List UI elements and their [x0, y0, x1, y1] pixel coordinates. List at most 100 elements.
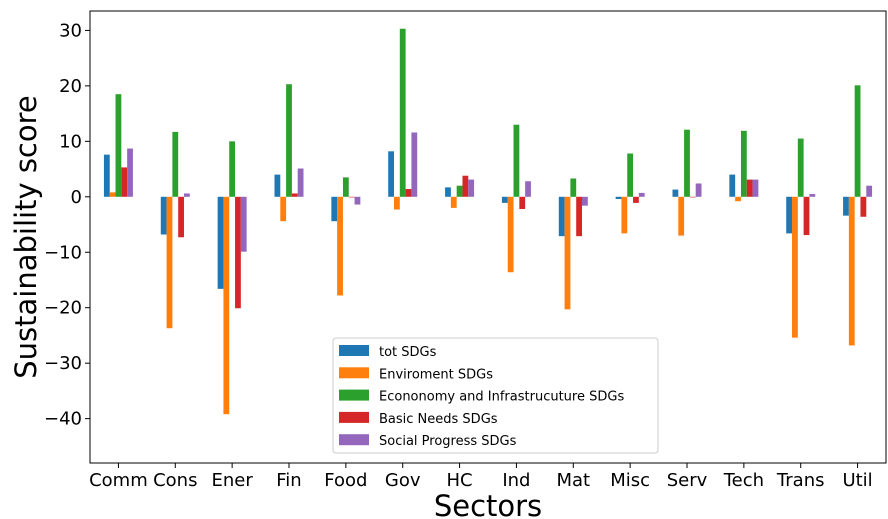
bar-serv-econonomy-and-infrastrucuture-sdgs [684, 129, 690, 197]
bar-misc-econonomy-and-infrastrucuture-sdgs [627, 153, 634, 197]
bar-ener-tot-sdgs [217, 196, 224, 289]
y-tick-label: −40 [44, 409, 82, 430]
bar-misc-basic-needs-sdgs [633, 196, 639, 203]
bar-misc-tot-sdgs [615, 196, 622, 200]
bar-serv-social-progress-sdgs [695, 183, 702, 197]
x-tick-label-trans: Trans [776, 470, 825, 491]
x-tick-label-serv: Serv [667, 470, 708, 491]
legend-swatch [339, 434, 369, 446]
y-tick-label: 20 [59, 76, 82, 97]
x-tick-label-ener: Ener [212, 470, 254, 491]
x-tick-label-food: Food [324, 470, 367, 491]
bar-util-enviroment-sdgs [848, 196, 855, 346]
bar-tech-enviroment-sdgs [735, 196, 741, 202]
bar-util-social-progress-sdgs [866, 185, 873, 197]
legend-swatch [339, 411, 369, 423]
bar-trans-enviroment-sdgs [792, 196, 798, 338]
bar-cons-tot-sdgs [160, 196, 167, 235]
bar-trans-basic-needs-sdgs [803, 196, 810, 236]
x-tick-label-mat: Mat [556, 470, 590, 491]
x-axis-ticks: Comm Cons Ener Fin Food Gov HC Ind Mat Misc Serv Te… [89, 463, 873, 491]
x-tick-label-misc: Misc [610, 470, 650, 491]
bar-util-tot-sdgs [843, 196, 849, 216]
y-tick-label: −10 [44, 242, 82, 263]
bars-layer [103, 28, 873, 415]
y-tick-label: 30 [59, 20, 82, 41]
bar-ind-econonomy-and-infrastrucuture-sdgs [513, 124, 520, 197]
bar-serv-tot-sdgs [672, 189, 679, 197]
bar-food-econonomy-and-infrastrucuture-sdgs [342, 177, 349, 197]
bar-tech-econonomy-and-infrastrucuture-sdgs [740, 130, 747, 197]
x-tick-label-cons: Cons [153, 470, 197, 491]
x-axis-title: Sectors [434, 489, 542, 519]
bar-fin-enviroment-sdgs [280, 196, 287, 222]
x-tick-label-comm: Comm [89, 470, 148, 491]
bar-util-econonomy-and-infrastrucuture-sdgs [854, 85, 861, 197]
bar-hc-enviroment-sdgs [450, 196, 457, 208]
bar-serv-enviroment-sdgs [678, 196, 685, 236]
y-tick-label: −20 [44, 298, 82, 319]
legend-label: Social Progress SDGs [379, 434, 517, 449]
y-tick-label: 0 [71, 187, 82, 208]
bar-fin-social-progress-sdgs [297, 168, 304, 197]
x-tick-label-gov: Gov [385, 470, 421, 491]
bar-gov-enviroment-sdgs [394, 196, 400, 210]
bar-food-basic-needs-sdgs [348, 196, 355, 198]
bar-ind-tot-sdgs [501, 196, 508, 203]
x-tick-label-hc: HC [447, 470, 473, 491]
bar-cons-enviroment-sdgs [166, 196, 173, 329]
x-tick-label-tech: Tech [723, 470, 764, 491]
bar-fin-econonomy-and-infrastrucuture-sdgs [286, 84, 292, 197]
bar-misc-enviroment-sdgs [621, 196, 628, 234]
bar-ener-social-progress-sdgs [240, 196, 247, 252]
bar-fin-tot-sdgs [274, 174, 281, 197]
bar-comm-enviroment-sdgs [109, 192, 116, 197]
x-tick-label-fin: Fin [276, 470, 301, 491]
bar-tech-social-progress-sdgs [752, 179, 759, 197]
bar-ener-econonomy-and-infrastrucuture-sdgs [229, 141, 236, 197]
bar-mat-enviroment-sdgs [564, 196, 571, 310]
plot-frame [89, 10, 887, 464]
legend-label: Econonomy and Infrastrucuture SDGs [379, 390, 624, 405]
legend-label: Basic Needs SDGs [379, 412, 498, 427]
legend-label: tot SDGs [379, 345, 437, 360]
bar-ind-enviroment-sdgs [507, 196, 514, 273]
bar-food-enviroment-sdgs [337, 196, 343, 296]
bar-gov-social-progress-sdgs [411, 132, 418, 197]
bar-mat-tot-sdgs [558, 196, 565, 237]
bar-ind-basic-needs-sdgs [519, 196, 526, 209]
bar-ener-enviroment-sdgs [223, 196, 230, 415]
bar-fin-basic-needs-sdgs [291, 193, 298, 197]
y-tick-label: −30 [44, 353, 82, 374]
bar-mat-econonomy-and-infrastrucuture-sdgs [570, 178, 577, 197]
bar-comm-social-progress-sdgs [127, 148, 133, 197]
bar-cons-basic-needs-sdgs [178, 196, 184, 238]
legend-swatch [339, 345, 369, 356]
bar-trans-tot-sdgs [786, 196, 793, 234]
legend-label: Enviroment SDGs [379, 367, 493, 382]
legend: tot SDGs Enviroment SDGs Econonomy and Inf… [332, 337, 659, 454]
legend-box [332, 337, 659, 454]
bar-tech-tot-sdgs [729, 174, 736, 197]
bar-gov-tot-sdgs [388, 151, 395, 197]
bar-hc-econonomy-and-infrastrucuture-sdgs [456, 185, 463, 197]
bar-ind-social-progress-sdgs [525, 181, 531, 197]
bar-gov-basic-needs-sdgs [405, 189, 412, 197]
bar-comm-tot-sdgs [103, 154, 110, 197]
bar-tech-basic-needs-sdgs [746, 179, 753, 197]
bar-misc-social-progress-sdgs [638, 192, 645, 197]
bar-gov-econonomy-and-infrastrucuture-sdgs [399, 28, 406, 197]
legend-swatch [339, 367, 369, 379]
bar-hc-basic-needs-sdgs [462, 175, 469, 197]
bar-trans-econonomy-and-infrastrucuture-sdgs [797, 138, 804, 197]
bar-cons-social-progress-sdgs [183, 193, 190, 197]
bar-hc-tot-sdgs [445, 187, 451, 197]
bar-mat-basic-needs-sdgs [576, 196, 582, 237]
bar-comm-basic-needs-sdgs [121, 167, 128, 197]
x-tick-label-util: Util [842, 470, 872, 491]
bar-food-tot-sdgs [331, 196, 338, 222]
bar-food-social-progress-sdgs [354, 196, 361, 205]
bar-trans-social-progress-sdgs [809, 194, 816, 197]
bar-comm-econonomy-and-infrastrucuture-sdgs [115, 94, 122, 197]
